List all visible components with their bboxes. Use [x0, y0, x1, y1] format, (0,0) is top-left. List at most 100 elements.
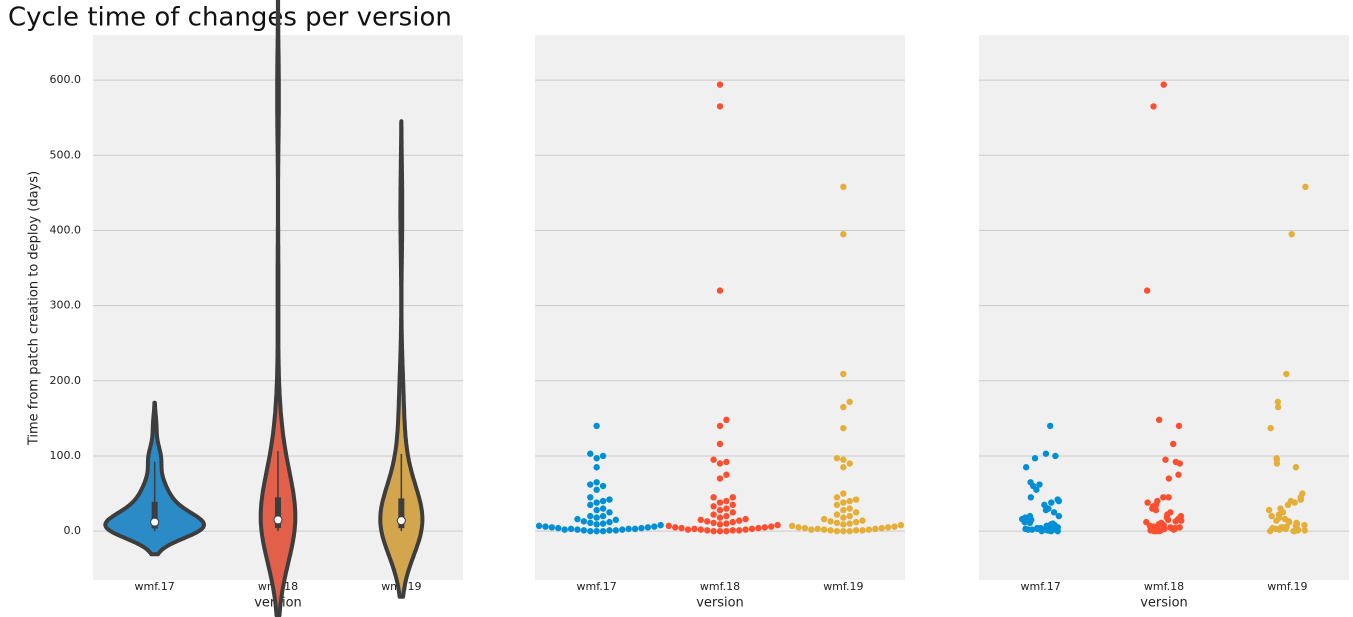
swarm-point	[587, 501, 594, 509]
swarm-point	[827, 518, 834, 525]
strip-point	[1301, 521, 1308, 529]
swarm-point	[710, 519, 717, 527]
swarm-point	[840, 464, 847, 471]
swarm-point	[846, 460, 853, 467]
swarm-point	[846, 527, 853, 535]
swarm-point	[891, 523, 898, 530]
swarm-point	[814, 525, 821, 533]
chart-title: Cycle time of changes per version	[8, 3, 452, 33]
swarm-point	[599, 512, 607, 520]
strip-point	[1175, 422, 1183, 430]
swarm-point	[846, 512, 853, 520]
strip-point	[1293, 519, 1300, 527]
swarm-point	[840, 527, 847, 535]
strip-point	[1273, 455, 1280, 462]
strip-point	[1177, 512, 1185, 520]
swarm-point	[833, 501, 841, 509]
swarm-point	[716, 499, 724, 506]
strip-point	[1287, 497, 1295, 505]
swarm-point	[840, 456, 847, 463]
strip-point	[1155, 416, 1163, 424]
strip-point	[1277, 524, 1285, 531]
x-tick-label: wmf.18	[700, 580, 740, 593]
swarm-point	[716, 103, 724, 110]
violin-median	[396, 516, 406, 526]
swarm-point	[587, 527, 594, 535]
swarm-point	[716, 422, 724, 430]
swarm-point	[840, 183, 847, 191]
swarm-point	[833, 511, 841, 518]
strip-point	[1042, 450, 1050, 457]
swarm-point	[631, 525, 639, 533]
strip-point	[1050, 509, 1058, 516]
strip-point	[1143, 518, 1150, 526]
swarm-point	[716, 506, 724, 514]
swarm-point	[587, 450, 594, 457]
y-tick-label: 0.0	[64, 524, 82, 537]
strip-point	[1292, 464, 1300, 471]
swarm-point	[716, 475, 724, 482]
violin	[258, 0, 298, 617]
swarm-point	[716, 527, 724, 535]
strip-point	[1175, 471, 1182, 478]
strip-point	[1049, 520, 1057, 527]
swarm-point	[716, 521, 724, 528]
swarm-point	[840, 403, 847, 411]
swarm-point	[580, 518, 588, 525]
swarm-point	[651, 523, 658, 530]
swarm-point	[723, 497, 730, 505]
swarm-point	[593, 455, 600, 462]
swarm-point	[840, 370, 847, 378]
swarm-point	[704, 518, 711, 525]
strip-point	[1176, 524, 1183, 531]
swarm-point	[710, 456, 717, 463]
x-tick-label: wmf.17	[1021, 580, 1061, 593]
swarm-point	[716, 460, 724, 467]
swarm-point	[710, 503, 717, 510]
strip-point	[1162, 456, 1169, 463]
swarm-point	[833, 527, 841, 535]
strip-point	[1165, 494, 1172, 501]
swarm-point	[820, 515, 828, 523]
swarm-point	[729, 518, 736, 526]
strip-point	[1301, 527, 1308, 534]
swarm-point	[593, 506, 600, 514]
swarm-point	[859, 517, 866, 524]
strip-point	[1299, 490, 1306, 497]
swarm-point	[846, 497, 853, 505]
swarm-point	[723, 458, 730, 466]
swarm-point	[736, 517, 743, 524]
strip-point	[1027, 494, 1035, 501]
swarm-point	[742, 526, 749, 533]
swarm-point	[710, 511, 717, 518]
swarm-point	[684, 526, 692, 533]
swarm-point	[580, 527, 588, 534]
strip-point	[1031, 455, 1039, 462]
strip-point	[1268, 512, 1275, 520]
strip-point	[1154, 497, 1161, 505]
strip-point	[1028, 526, 1036, 533]
strip-point	[1265, 506, 1273, 514]
swarm-point	[716, 514, 724, 521]
y-tick-label: 500.0	[50, 148, 82, 161]
swarm-point	[723, 527, 730, 535]
strip-point	[1274, 403, 1282, 411]
swarm-point	[774, 521, 781, 529]
swarm-point	[644, 524, 652, 531]
y-tick-label: 300.0	[50, 299, 82, 312]
x-tick-label: wmf.18	[1144, 580, 1184, 593]
swarm-point	[833, 494, 841, 501]
swarm-point	[542, 523, 549, 530]
swarm-point	[625, 525, 632, 533]
strip-point	[1026, 512, 1034, 520]
swarm-point	[672, 524, 679, 531]
swarm-point	[840, 490, 847, 497]
swarm-point	[795, 524, 802, 531]
swarm-point	[548, 524, 556, 531]
strip-point	[1150, 103, 1157, 110]
strip-point	[1045, 505, 1052, 512]
swarm-point	[567, 525, 575, 533]
strip-point	[1022, 525, 1029, 533]
strip-point	[1144, 499, 1151, 506]
strip-point	[1052, 452, 1059, 460]
